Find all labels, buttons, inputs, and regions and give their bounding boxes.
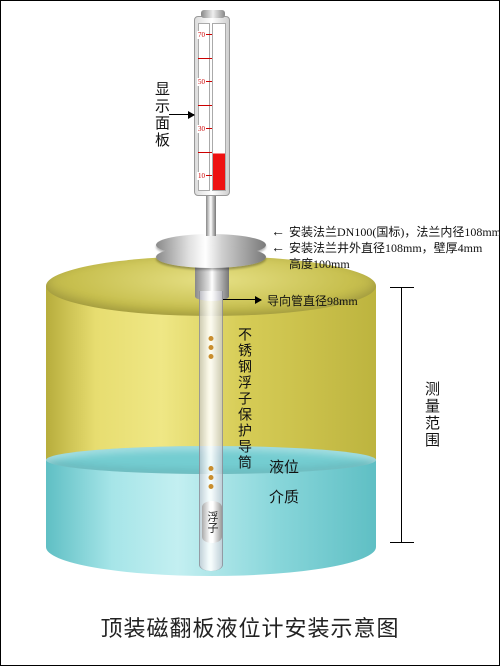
- label-range: 测量范围: [421, 381, 442, 449]
- flange-disc-lower: [156, 246, 266, 268]
- label-protection-tube: 不锈钢浮子保护导筒: [233, 327, 253, 471]
- scale-tick: 30: [198, 128, 212, 129]
- label-liquid-level: 液位: [269, 456, 299, 477]
- range-bracket: [401, 287, 402, 543]
- scale-tick: [198, 58, 212, 59]
- scale-tick: 50: [198, 81, 212, 82]
- scale-tick: 70: [198, 34, 212, 35]
- scale-tick: [198, 105, 212, 106]
- leader-guide-tube: [223, 299, 261, 300]
- leader-display-panel: [169, 114, 194, 115]
- float-label: 浮子: [204, 511, 220, 533]
- label-flange-line3: 高度100mm: [289, 255, 350, 272]
- label-flange-line1: 安装法兰DN100(国标)，法兰内径108mm: [271, 223, 500, 240]
- indicator-panel: 70 50 30 10: [194, 16, 230, 196]
- diagram-canvas: 浮子 70 50 30 10 显示面板 安装法兰DN100(国标)，法兰内径108mm…: [1, 1, 499, 665]
- diagram-caption: 顶装磁翻板液位计安装示意图: [1, 611, 499, 643]
- label-guide-tube-dia: 导向管直径98mm: [267, 292, 358, 309]
- label-medium: 介质: [269, 486, 299, 507]
- indicator-cap: [201, 10, 225, 18]
- label-flange-line2: 安装法兰井外直径108mm，壁厚4mm: [271, 239, 482, 256]
- indicator-stem: [206, 191, 216, 236]
- scale-tick: [198, 152, 212, 153]
- indicator-fill-column: [212, 23, 226, 191]
- tube-perforations-bottom: [209, 466, 214, 489]
- label-display-panel: 显示面板: [151, 81, 172, 149]
- tube-perforations-top: [209, 336, 214, 359]
- indicator-scale: 70 50 30 10: [198, 23, 210, 191]
- scale-tick: 10: [198, 175, 212, 176]
- guide-tube: 浮子: [199, 291, 223, 571]
- float: 浮子: [202, 501, 222, 543]
